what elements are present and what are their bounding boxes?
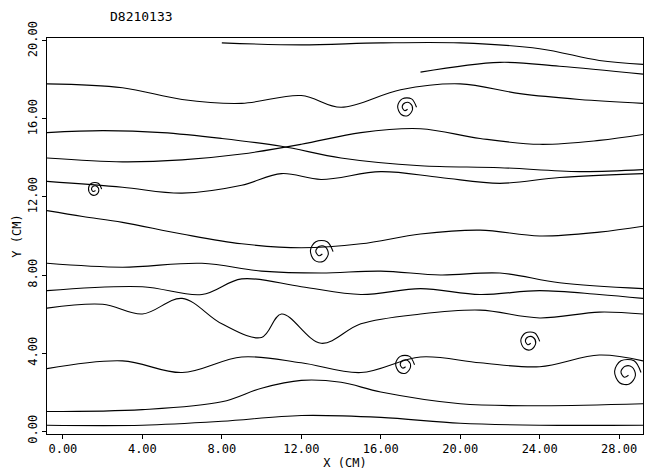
svg-text:16.00: 16.00 bbox=[363, 442, 399, 456]
svg-text:20.00: 20.00 bbox=[26, 21, 40, 57]
svg-text:20.00: 20.00 bbox=[442, 442, 478, 456]
svg-text:4.00: 4.00 bbox=[26, 337, 40, 366]
svg-text:8.00: 8.00 bbox=[26, 259, 40, 288]
svg-text:Y (CM): Y (CM) bbox=[10, 214, 24, 257]
svg-text:0.00: 0.00 bbox=[48, 442, 77, 456]
svg-text:12.00: 12.00 bbox=[283, 442, 319, 456]
svg-text:X (CM): X (CM) bbox=[323, 456, 366, 470]
svg-text:24.00: 24.00 bbox=[522, 442, 558, 456]
svg-text:28.00: 28.00 bbox=[601, 442, 637, 456]
svg-text:0.00: 0.00 bbox=[26, 415, 40, 444]
svg-text:D8210133: D8210133 bbox=[110, 9, 173, 24]
svg-text:8.00: 8.00 bbox=[207, 442, 236, 456]
svg-text:4.00: 4.00 bbox=[128, 442, 157, 456]
svg-text:12.00: 12.00 bbox=[26, 177, 40, 213]
svg-text:16.00: 16.00 bbox=[26, 99, 40, 135]
